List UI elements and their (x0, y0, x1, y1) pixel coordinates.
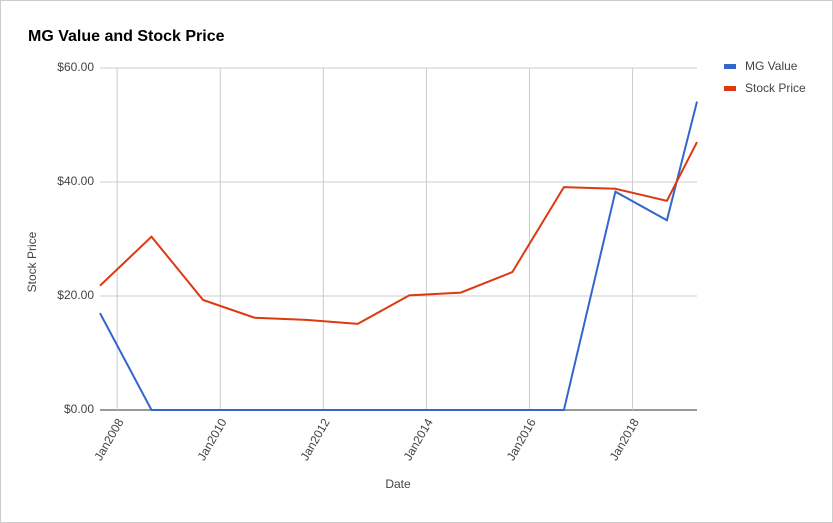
series-line (99, 141, 698, 325)
legend-label: Stock Price (745, 81, 806, 95)
y-tick-label: $20.00 (57, 288, 94, 302)
y-tick-label: $0.00 (64, 402, 94, 416)
chart-title: MG Value and Stock Price (28, 28, 225, 45)
legend-swatch (724, 64, 736, 69)
series-line (99, 101, 698, 411)
legend-swatch (724, 86, 736, 91)
y-tick-label: $40.00 (57, 174, 94, 188)
legend-label: MG Value (745, 59, 798, 73)
y-tick-label: $60.00 (57, 60, 94, 74)
y-axis-title: Stock Price (25, 231, 39, 292)
x-axis-title: Date (385, 477, 411, 491)
